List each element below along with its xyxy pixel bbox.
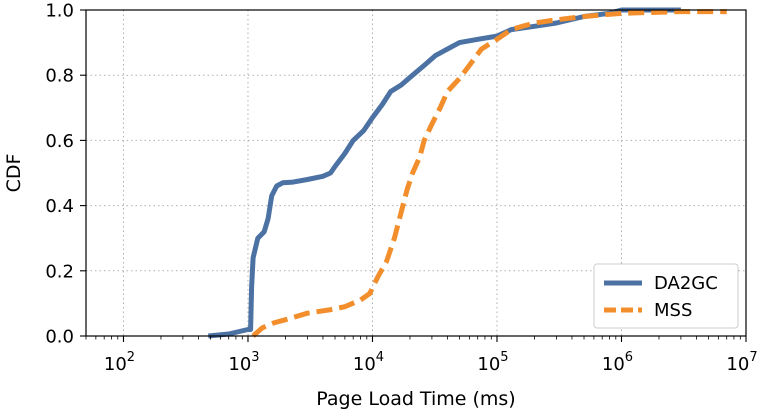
plot-area-frame	[85, 9, 747, 337]
y-axis-title: CDF	[3, 154, 25, 193]
y-tick-label: 0.8	[45, 66, 74, 87]
y-tick-label: 0.0	[45, 327, 74, 348]
y-tick-label: 1.0	[45, 1, 74, 22]
y-tick-label: 0.4	[45, 196, 74, 217]
series-lines	[208, 7, 727, 339]
x-tick-label: 105	[477, 350, 508, 375]
y-tick-label: 0.2	[45, 261, 74, 282]
legend-label-da2gc: DA2GC	[654, 273, 718, 294]
x-tick-label: 102	[104, 350, 135, 375]
x-tick-label: 106	[602, 350, 633, 375]
legend-label-mss: MSS	[654, 300, 692, 321]
legend: DA2GC MSS	[593, 263, 739, 329]
x-tick-label: 107	[726, 350, 757, 375]
x-tick-label: 103	[228, 350, 259, 375]
x-axis-title: Page Load Time (ms)	[316, 388, 515, 410]
y-tick-label: 0.6	[45, 131, 74, 152]
axis-ticks: 102 103 104 105 106 107 0.0 0.2 0.4 0.6 0.8 1.0	[45, 1, 757, 376]
series-line-mss	[251, 9, 727, 338]
x-tick-label: 104	[353, 350, 384, 375]
